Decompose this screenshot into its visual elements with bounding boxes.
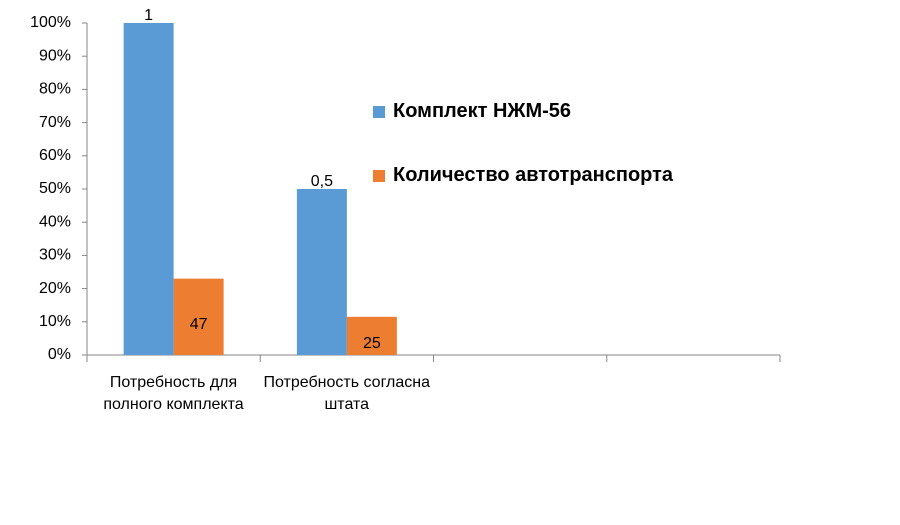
legend-label: Комплект НЖМ-56 bbox=[393, 100, 572, 122]
legend-item: Количество автотранспорта bbox=[373, 164, 673, 187]
x-tick-label: Потребность для полного комплекта bbox=[103, 374, 244, 413]
y-tick-label: 60% bbox=[39, 147, 71, 164]
y-tick-label: 0% bbox=[48, 346, 71, 363]
y-tick-label: 70% bbox=[39, 114, 71, 131]
y-tick-label: 80% bbox=[39, 81, 71, 98]
legend-item: Комплект НЖМ-56 bbox=[373, 100, 571, 123]
legend-label: Количество автотранспорта bbox=[393, 164, 674, 186]
y-tick-label: 100% bbox=[30, 14, 71, 31]
data-label: 25 bbox=[363, 335, 381, 352]
bar bbox=[296, 189, 347, 355]
bar bbox=[123, 23, 174, 355]
legend-swatch bbox=[373, 105, 385, 118]
y-tick-label: 20% bbox=[39, 280, 71, 297]
legend-swatch bbox=[373, 169, 385, 182]
y-tick-label: 50% bbox=[39, 180, 71, 197]
y-tick-label: 10% bbox=[39, 313, 71, 330]
y-tick-label: 40% bbox=[39, 213, 71, 230]
data-label: 0,5 bbox=[311, 173, 333, 190]
data-label: 1 bbox=[144, 7, 153, 24]
bar bbox=[346, 316, 397, 355]
y-tick-label: 90% bbox=[39, 47, 71, 64]
x-tick-label: Потребность согласна штата bbox=[263, 374, 431, 413]
data-label: 47 bbox=[190, 316, 208, 333]
bar bbox=[173, 278, 224, 355]
y-tick-label: 30% bbox=[39, 247, 71, 264]
